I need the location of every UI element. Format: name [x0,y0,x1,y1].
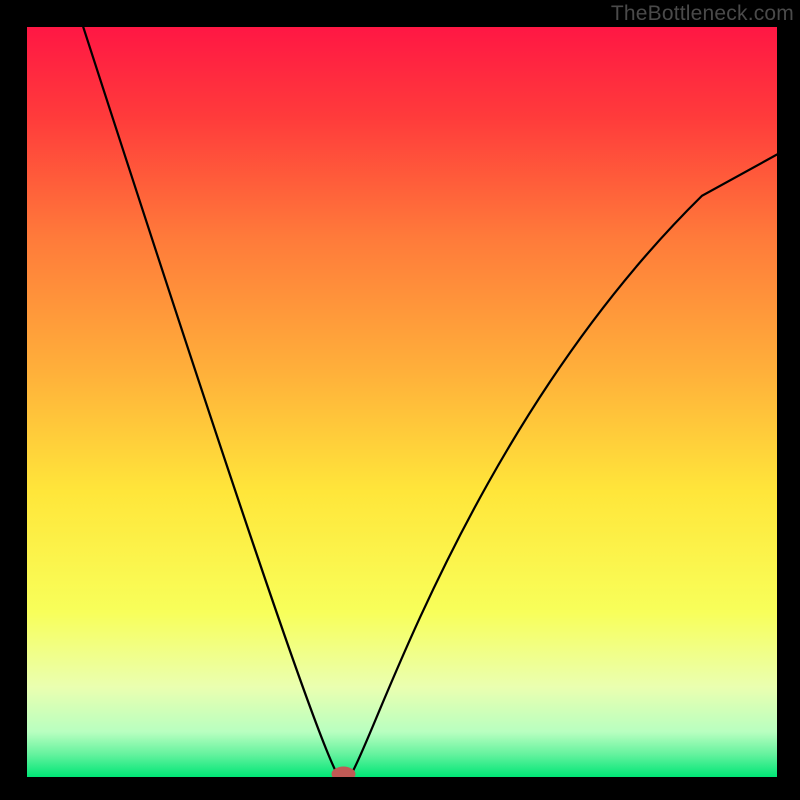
curve-layer [27,27,777,777]
chart-canvas: TheBottleneck.com [0,0,800,800]
plot-frame [27,27,777,777]
bottleneck-curve [83,27,777,773]
watermark-text: TheBottleneck.com [611,2,794,26]
